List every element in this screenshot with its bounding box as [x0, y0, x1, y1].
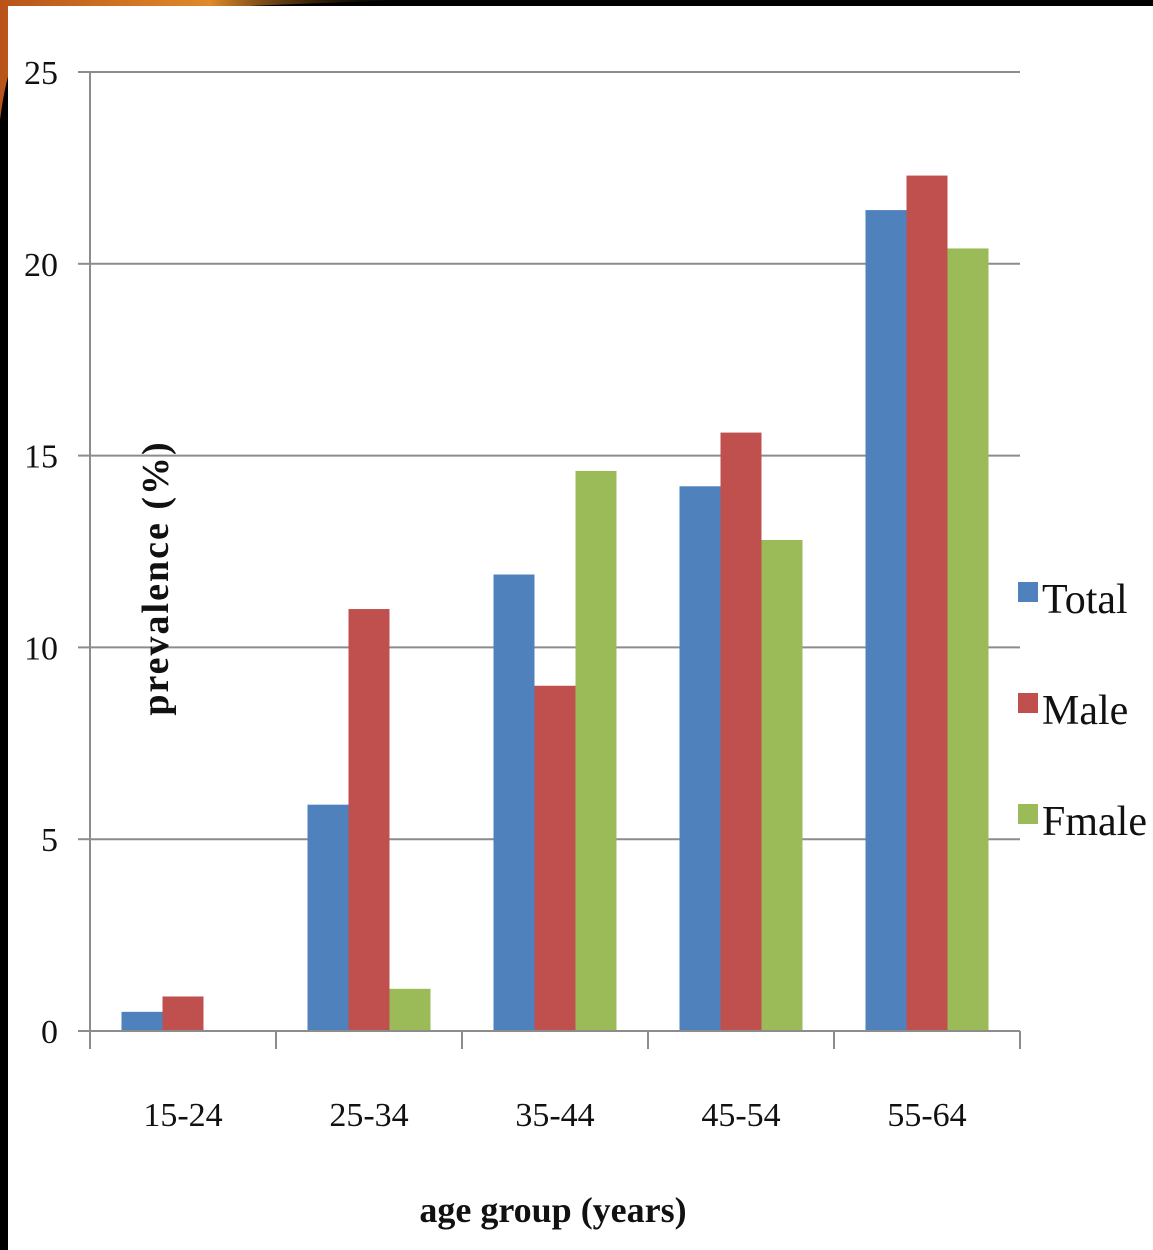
y-tick-label: 10 [24, 630, 58, 667]
bar-total-45-54 [679, 486, 721, 1032]
x-tick-label: 25-34 [329, 1097, 408, 1134]
y-axis-title: prevalence (%) [135, 440, 177, 715]
x-tick-labels: 15-24 25-34 35-44 45-54 55-64 [143, 1097, 966, 1134]
bar-total-15-24 [121, 1011, 163, 1031]
bar-male-25-34 [348, 609, 390, 1031]
x-tick-label: 55-64 [887, 1097, 966, 1134]
bar-male-55-64 [906, 175, 948, 1031]
gridlines [78, 71, 1020, 1032]
x-tick-label: 45-54 [701, 1097, 780, 1134]
legend-swatch-fmale [1018, 804, 1038, 824]
bars [121, 175, 989, 1032]
bar-total-25-34 [307, 804, 349, 1031]
y-tick-label: 20 [24, 247, 58, 284]
bar-total-35-44 [493, 574, 535, 1031]
x-tick-label: 35-44 [515, 1097, 594, 1134]
legend-label-male: Male [1042, 688, 1128, 734]
y-tick-labels: 0 5 10 15 20 25 [24, 55, 58, 1051]
legend-label-fmale: Fmale [1042, 799, 1147, 845]
axes [89, 72, 1021, 1049]
bar-fmale-55-64 [947, 248, 989, 1031]
x-tick-label: 15-24 [143, 1097, 222, 1134]
y-tick-label: 25 [24, 55, 58, 92]
y-tick-label: 5 [41, 822, 58, 859]
bar-fmale-45-54 [761, 539, 803, 1031]
y-tick-label: 0 [41, 1014, 58, 1051]
legend-label-total: Total [1042, 577, 1128, 623]
legend: Total Male Fmale [1018, 577, 1147, 845]
legend-swatch-total [1018, 582, 1038, 602]
x-axis-title: age group (years) [419, 1190, 686, 1230]
bar-fmale-25-34 [389, 988, 431, 1031]
bar-male-15-24 [162, 996, 204, 1031]
bar-male-35-44 [534, 685, 576, 1031]
y-tick-label: 15 [24, 439, 58, 476]
bar-fmale-35-44 [575, 470, 617, 1032]
bar-total-55-64 [865, 210, 907, 1031]
bar-male-45-54 [720, 432, 762, 1032]
legend-swatch-male [1018, 693, 1038, 713]
